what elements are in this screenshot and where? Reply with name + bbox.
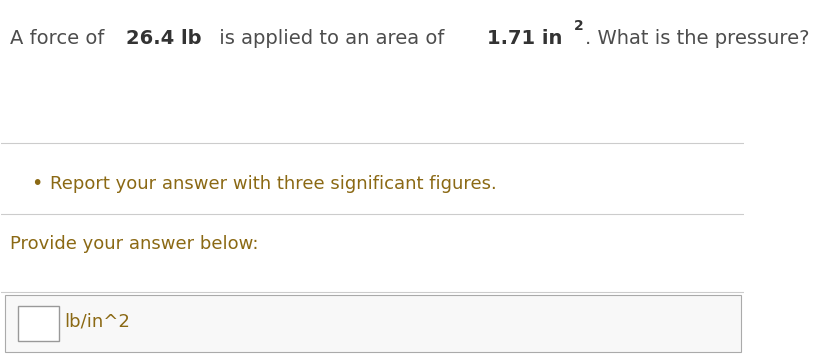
- Text: •: •: [31, 174, 42, 193]
- Text: . What is the pressure?: . What is the pressure?: [585, 29, 810, 48]
- FancyBboxPatch shape: [5, 295, 740, 352]
- Text: 1.71 in: 1.71 in: [487, 29, 562, 48]
- Text: A force of: A force of: [10, 29, 111, 48]
- FancyBboxPatch shape: [17, 306, 58, 341]
- Text: is applied to an area of: is applied to an area of: [213, 29, 451, 48]
- Text: 26.4 lb: 26.4 lb: [126, 29, 201, 48]
- Text: Provide your answer below:: Provide your answer below:: [10, 235, 259, 253]
- Text: lb/in^2: lb/in^2: [65, 313, 131, 331]
- Text: 2: 2: [574, 19, 583, 33]
- Text: Report your answer with three significant figures.: Report your answer with three significan…: [50, 175, 497, 193]
